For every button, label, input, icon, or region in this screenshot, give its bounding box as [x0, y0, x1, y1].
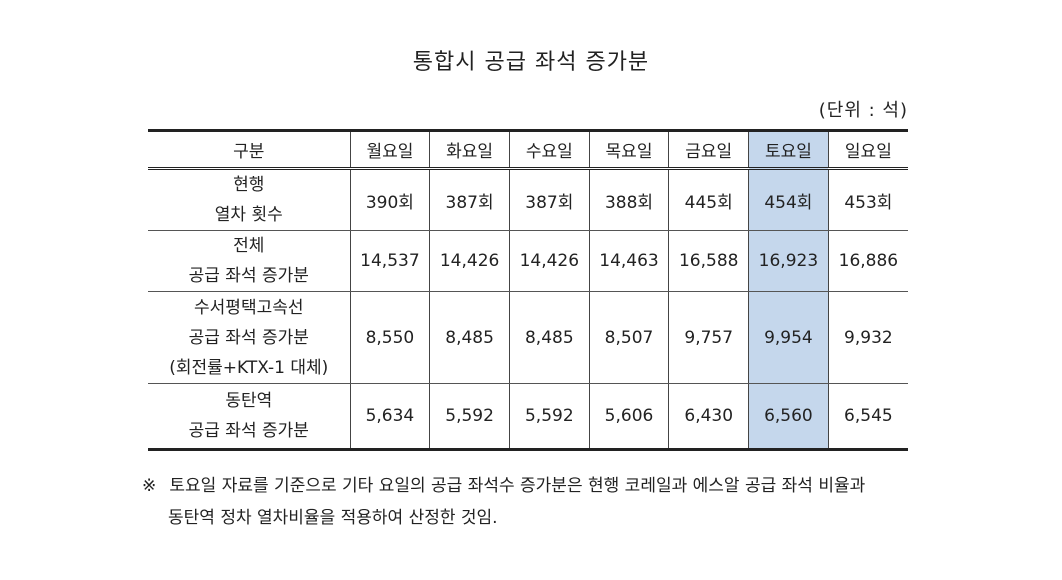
row-label: 수서평택고속선 공급 좌석 증가분 (회전률+KTX-1 대체) — [148, 291, 351, 384]
header-day: 월요일 — [349, 129, 431, 170]
table-cell: 5,634 — [349, 383, 431, 451]
table-cell: 387회 — [429, 168, 510, 231]
table-cell: 453회 — [827, 168, 908, 231]
table-cell: 390회 — [349, 168, 431, 231]
table-cell: 8,507 — [588, 291, 670, 384]
table-cell: 9,757 — [668, 291, 750, 384]
table-cell: 5,592 — [429, 383, 510, 451]
table-cell: 387회 — [508, 168, 590, 231]
table-cell: 14,426 — [508, 230, 590, 292]
table-cell: 16,588 — [668, 230, 750, 292]
page-title: 통합시 공급 좌석 증가분 — [412, 50, 650, 75]
header-day: 금요일 — [668, 129, 750, 170]
table-row: 전체 공급 좌석 증가분 14,537 14,426 14,426 14,463… — [148, 230, 908, 292]
header-day: 목요일 — [588, 129, 670, 170]
table-cell: 6,545 — [827, 383, 908, 451]
table-cell: 8,485 — [508, 291, 590, 384]
table-cell: 5,592 — [508, 383, 590, 451]
footnote: ※ 토요일 자료를 기준으로 기타 요일의 공급 좌석수 증가분은 현행 코레일… — [142, 470, 942, 534]
table-cell: 8,550 — [349, 291, 431, 384]
footnote-line-1: ※ 토요일 자료를 기준으로 기타 요일의 공급 좌석수 증가분은 현행 코레일… — [142, 470, 942, 502]
table-cell-highlighted: 16,923 — [748, 230, 829, 292]
table-cell: 16,886 — [827, 230, 908, 292]
table-cell: 14,463 — [588, 230, 670, 292]
table-cell: 6,430 — [668, 383, 750, 451]
table-header-row: 구분 월요일 화요일 수요일 목요일 금요일 토요일 일요일 — [148, 129, 908, 170]
footnote-line-2: 동탄역 정차 열차비율을 적용하여 산정한 것임. — [168, 508, 498, 528]
header-day-highlighted: 토요일 — [748, 129, 829, 170]
header-day: 화요일 — [429, 129, 510, 170]
table-cell: 14,537 — [349, 230, 431, 292]
row-label: 현행 열차 횟수 — [148, 168, 351, 231]
table-cell: 8,485 — [429, 291, 510, 384]
table-cell: 388회 — [588, 168, 670, 231]
table-cell-highlighted: 454회 — [748, 168, 829, 231]
table-cell: 445회 — [668, 168, 750, 231]
seat-increase-table: 구분 월요일 화요일 수요일 목요일 금요일 토요일 일요일 현행 열차 횟수 … — [148, 129, 908, 451]
table-cell: 9,932 — [827, 291, 908, 384]
table-cell-highlighted: 9,954 — [748, 291, 829, 384]
reference-mark-icon: ※ — [142, 476, 157, 496]
header-corner: 구분 — [148, 129, 351, 170]
table-cell: 14,426 — [429, 230, 510, 292]
table-row: 수서평택고속선 공급 좌석 증가분 (회전률+KTX-1 대체) 8,550 8… — [148, 291, 908, 384]
row-label: 동탄역 공급 좌석 증가분 — [148, 383, 351, 451]
table-cell: 5,606 — [588, 383, 670, 451]
table-row: 현행 열차 횟수 390회 387회 387회 388회 445회 454회 4… — [148, 168, 908, 231]
table-cell-highlighted: 6,560 — [748, 383, 829, 451]
table-row: 동탄역 공급 좌석 증가분 5,634 5,592 5,592 5,606 6,… — [148, 383, 908, 451]
unit-label: (단위 : 석) — [818, 100, 908, 121]
header-day: 일요일 — [827, 129, 908, 170]
header-day: 수요일 — [508, 129, 590, 170]
row-label: 전체 공급 좌석 증가분 — [148, 230, 351, 292]
